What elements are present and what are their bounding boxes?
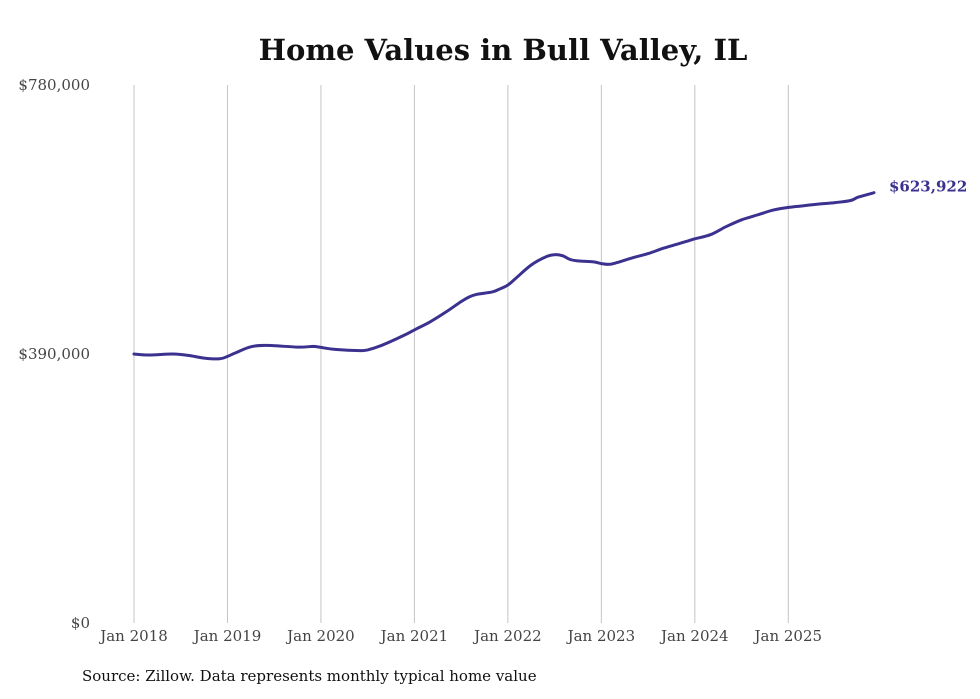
y-axis: $0 $390,000 $780,000 <box>18 76 90 632</box>
x-tick-label: Jan 2018 <box>98 627 168 645</box>
source-note: Source: Zillow. Data represents monthly … <box>82 667 537 685</box>
chart-title: Home Values in Bull Valley, IL <box>259 33 748 67</box>
y-tick-label: $0 <box>71 614 90 632</box>
x-tick-label: Jan 2021 <box>379 627 449 645</box>
gridlines <box>133 85 789 623</box>
series <box>132 191 876 361</box>
y-tick-label: $780,000 <box>18 76 90 94</box>
x-tick-label: Jan 2024 <box>659 627 729 645</box>
x-tick-label: Jan 2019 <box>192 627 262 645</box>
x-tick-label: Jan 2022 <box>472 627 542 645</box>
data-labels: $623,922 <box>889 178 967 196</box>
x-tick-label: Jan 2020 <box>285 627 355 645</box>
series-line-home-value <box>132 191 876 361</box>
end-value-label: $623,922 <box>889 178 967 196</box>
x-axis: Jan 2018 Jan 2019 Jan 2020 Jan 2021 Jan 2022… <box>98 627 822 645</box>
x-tick-label: Jan 2023 <box>566 627 636 645</box>
x-tick-label: Jan 2025 <box>753 627 823 645</box>
y-tick-label: $390,000 <box>18 345 90 363</box>
